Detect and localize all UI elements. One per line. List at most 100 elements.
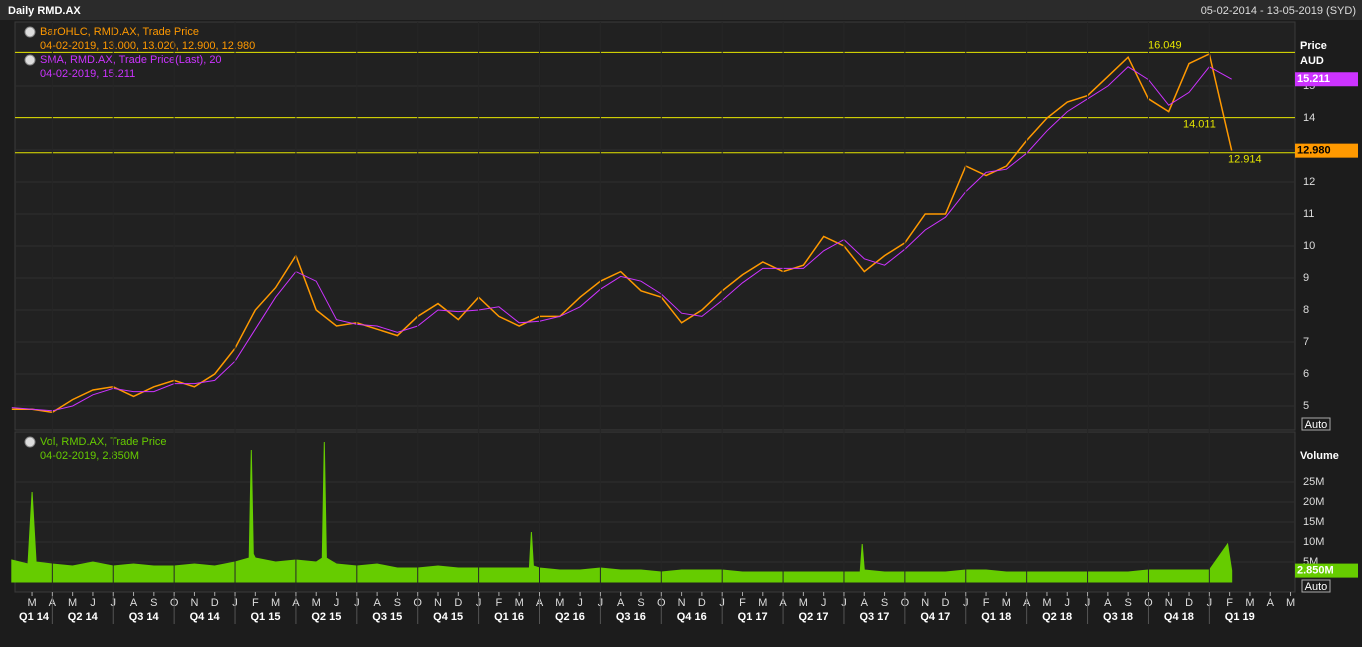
x-tick-label: F: [983, 597, 990, 609]
quarter-label: Q1 15: [250, 611, 280, 623]
y-tick-label: 12: [1303, 176, 1315, 188]
volume-auto-label[interactable]: Auto: [1305, 581, 1328, 593]
x-tick-label: J: [1065, 597, 1071, 609]
quarter-label: Q3 15: [372, 611, 402, 623]
x-tick-label: J: [90, 597, 96, 609]
quarter-label: Q1 14: [19, 611, 50, 623]
price-auto-button[interactable]: [1301, 417, 1331, 431]
y-tick-label: 11: [1303, 208, 1314, 220]
y-tick-label: 8: [1303, 304, 1309, 316]
legend-icon: [24, 436, 36, 448]
y-tick-label: 6: [1303, 368, 1309, 380]
x-tick-label: J: [821, 597, 827, 609]
quarter-label: Q2 17: [799, 611, 829, 623]
last-value-box: [1295, 143, 1358, 158]
x-tick-label: S: [150, 597, 157, 609]
x-tick-label: M: [1245, 597, 1254, 609]
x-tick-label: M: [312, 597, 321, 609]
x-tick-label: F: [739, 597, 746, 609]
quarter-label: Q2 16: [555, 611, 585, 623]
quarter-label: Q1 16: [494, 611, 524, 623]
volume-auto-button[interactable]: [1301, 579, 1331, 593]
x-tick-label: A: [617, 597, 625, 609]
x-tick-label: M: [271, 597, 280, 609]
legend-name: Vol, RMD.AX, Trade Price: [40, 436, 167, 448]
x-tick-label: J: [577, 597, 583, 609]
legend-detail: 04-02-2019, 15.211: [40, 68, 135, 80]
y-tick-label: 5: [1303, 400, 1309, 412]
quarter-label: Q1 18: [981, 611, 1011, 623]
legend-detail: 04-02-2019, 2.850M: [40, 450, 139, 462]
price-axis-unit: AUD: [1300, 55, 1324, 67]
x-tick-label: N: [434, 597, 442, 609]
y-tick-label: 15M: [1303, 516, 1324, 528]
x-tick-label: S: [1124, 597, 1131, 609]
x-tick-label: D: [941, 597, 949, 609]
quarter-label: Q1 19: [1225, 611, 1255, 623]
quarter-label: Q2 15: [311, 611, 341, 623]
x-tick-label: N: [921, 597, 929, 609]
date-range: 05-02-2014 - 13-05-2019 (SYD): [1201, 5, 1356, 17]
quarter-label: Q4 16: [677, 611, 707, 623]
x-tick-label: J: [334, 597, 340, 609]
quarter-label: Q4 15: [433, 611, 463, 623]
x-tick-label: M: [68, 597, 77, 609]
x-tick-label: A: [130, 597, 138, 609]
x-tick-label: M: [515, 597, 524, 609]
price-axis-title: Price: [1300, 40, 1327, 52]
quarter-label: Q3 14: [129, 611, 160, 623]
x-tick-label: M: [1042, 597, 1051, 609]
price-auto-label[interactable]: Auto: [1305, 419, 1328, 431]
x-tick-label: M: [758, 597, 767, 609]
x-tick-label: D: [698, 597, 706, 609]
x-tick-label: A: [1267, 597, 1275, 609]
quarter-label: Q2 18: [1042, 611, 1072, 623]
x-tick-label: M: [555, 597, 564, 609]
quarter-label: Q2 14: [68, 611, 99, 623]
volume-axis-title: Volume: [1300, 450, 1339, 462]
quarter-label: Q3 18: [1103, 611, 1133, 623]
x-tick-label: N: [190, 597, 198, 609]
x-tick-label: S: [394, 597, 401, 609]
level-label: 16.049: [1148, 39, 1182, 51]
y-tick-label: 10M: [1303, 536, 1324, 548]
x-tick-label: N: [1165, 597, 1173, 609]
x-tick-label: M: [27, 597, 36, 609]
x-tick-label: M: [799, 597, 808, 609]
quarter-label: Q4 14: [190, 611, 221, 623]
x-tick-label: D: [1185, 597, 1193, 609]
last-value-box: [1295, 72, 1358, 87]
volume-area: [11, 441, 1233, 583]
y-tick-label: 20M: [1303, 496, 1324, 508]
x-tick-label: M: [1286, 597, 1295, 609]
last-value-label: 12.980: [1297, 145, 1331, 157]
x-tick-label: A: [373, 597, 381, 609]
x-tick-label: N: [678, 597, 686, 609]
x-tick-label: F: [496, 597, 503, 609]
x-tick-label: D: [454, 597, 462, 609]
legend-detail: 04-02-2019, 13.000, 13.020, 12.900, 12.9…: [40, 40, 255, 52]
legend-name: BarOHLC, RMD.AX, Trade Price: [40, 26, 199, 38]
x-tick-label: M: [1002, 597, 1011, 609]
x-tick-label: D: [211, 597, 219, 609]
y-tick-label: 25M: [1303, 476, 1324, 488]
legend-icon: [24, 54, 36, 66]
y-tick-label: 10: [1303, 240, 1315, 252]
quarter-label: Q4 18: [1164, 611, 1194, 623]
y-tick-label: 9: [1303, 272, 1309, 284]
quarter-label: Q3 17: [859, 611, 889, 623]
x-tick-label: F: [1226, 597, 1233, 609]
quarter-label: Q3 16: [616, 611, 646, 623]
legend-name: SMA, RMD.AX, Trade Price(Last), 20: [40, 54, 222, 66]
x-tick-label: S: [881, 597, 888, 609]
y-tick-label: 14: [1303, 112, 1315, 124]
header-bar: [0, 0, 1362, 20]
level-label: 12.914: [1228, 154, 1262, 166]
x-tick-label: A: [1104, 597, 1112, 609]
x-tick-label: F: [252, 597, 259, 609]
chart-title: Daily RMD.AX: [8, 5, 81, 17]
y-tick-label: 7: [1303, 336, 1309, 348]
last-value-label: 15.211: [1297, 73, 1330, 85]
